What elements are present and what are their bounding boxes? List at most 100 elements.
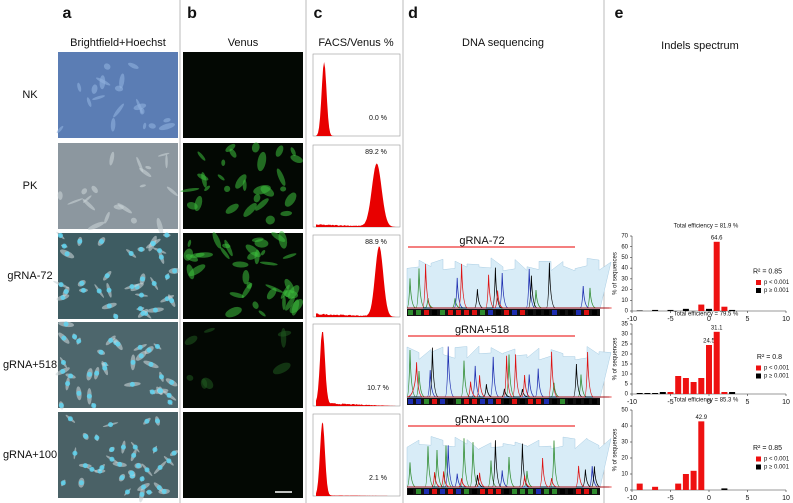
nucleus [129, 470, 135, 476]
nucleus [137, 306, 143, 312]
venus-cell [241, 282, 253, 298]
venus-cell [180, 187, 200, 193]
nucleus [60, 360, 66, 366]
nucleus [78, 480, 84, 486]
venus-cell [260, 249, 266, 256]
nucleus [139, 491, 145, 497]
nucleus [138, 353, 144, 359]
y-tick-label: 50 [621, 408, 628, 414]
nucleus [148, 361, 154, 367]
base-call [496, 310, 501, 315]
venus-cell [242, 269, 250, 285]
y-tick-label: 35 [621, 322, 628, 328]
base-call [520, 310, 525, 315]
chart-title: Total efficiency = 81.9 % [674, 224, 739, 230]
nucleus [63, 289, 69, 295]
nucleus [164, 232, 170, 238]
bar [706, 308, 712, 311]
venus-cell [284, 192, 297, 207]
nucleus [138, 292, 144, 298]
nucleus [140, 276, 146, 282]
panel-letter: e [615, 5, 624, 22]
base-call [504, 489, 509, 494]
base-call [448, 489, 453, 494]
bar [698, 304, 705, 311]
cell [139, 107, 145, 115]
base-call [472, 310, 477, 315]
base-call [456, 399, 461, 404]
bar [652, 309, 659, 311]
base-call [432, 399, 437, 404]
bar [713, 331, 720, 394]
base-call [584, 399, 589, 404]
legend-swatch [756, 280, 761, 285]
nucleus [87, 371, 93, 377]
y-tick-label: 30 [621, 276, 628, 282]
venus-cell [280, 210, 293, 217]
nucleus [61, 335, 67, 341]
legend-label: p ≥ 0.001 [764, 288, 790, 294]
y-tick-label: 20 [621, 456, 628, 462]
bar [698, 421, 705, 490]
legend-label: p ≥ 0.001 [764, 465, 790, 471]
bar [652, 486, 659, 490]
legend-swatch [756, 288, 761, 293]
bar [729, 392, 736, 394]
venus-cell [217, 174, 225, 181]
venus-cell [188, 264, 206, 277]
y-tick-label: 40 [621, 424, 628, 430]
cell [139, 184, 146, 188]
base-call [528, 399, 533, 404]
nucleus [99, 465, 105, 471]
quality-area [406, 257, 612, 310]
base-call [496, 489, 501, 494]
y-tick-label: 60 [621, 244, 628, 250]
nucleus [83, 433, 89, 439]
nucleus [137, 344, 143, 350]
nucleus [91, 403, 97, 409]
base-call [408, 489, 413, 494]
venus-cell [282, 253, 297, 259]
y-tick-label: 5 [625, 382, 629, 388]
base-call [592, 310, 597, 315]
y-tick-label: 40 [621, 266, 628, 272]
annotation: R² = 0.8 [757, 354, 782, 361]
base-call [488, 489, 493, 494]
y-tick-label: 25 [621, 342, 628, 348]
base-call [520, 489, 525, 494]
venus-cell [183, 248, 193, 261]
venus-cell [224, 239, 233, 257]
nucleus [129, 284, 135, 290]
legend-label: p < 0.001 [764, 457, 790, 463]
venus-cell [187, 239, 192, 247]
nucleus [119, 475, 125, 481]
base-call [592, 489, 597, 494]
y-axis-label: % of sequences [613, 252, 619, 295]
sequencing-label: gRNA+518 [455, 324, 509, 336]
nucleus [146, 489, 152, 495]
base-call [568, 399, 573, 404]
facs-histogram [316, 246, 397, 317]
base-call [440, 489, 445, 494]
legend-swatch [756, 464, 761, 470]
venus-cell [212, 232, 222, 249]
nucleus [166, 392, 172, 398]
cell [165, 154, 168, 169]
venus-cell [197, 151, 206, 161]
y-tick-label: 10 [621, 372, 628, 378]
venus-cell [232, 261, 249, 268]
nucleus [79, 280, 85, 286]
venus-cell [225, 143, 236, 153]
venus-cell [276, 168, 286, 186]
nucleus [72, 334, 78, 340]
cell [119, 73, 125, 89]
nucleus [138, 246, 144, 252]
nucleus [96, 288, 102, 294]
x-tick-label: 10 [782, 495, 790, 502]
nucleus [113, 313, 119, 319]
y-tick-label: 70 [621, 234, 628, 240]
cell [81, 188, 88, 195]
base-call [568, 310, 573, 315]
cell [128, 62, 139, 69]
bar [690, 382, 697, 394]
